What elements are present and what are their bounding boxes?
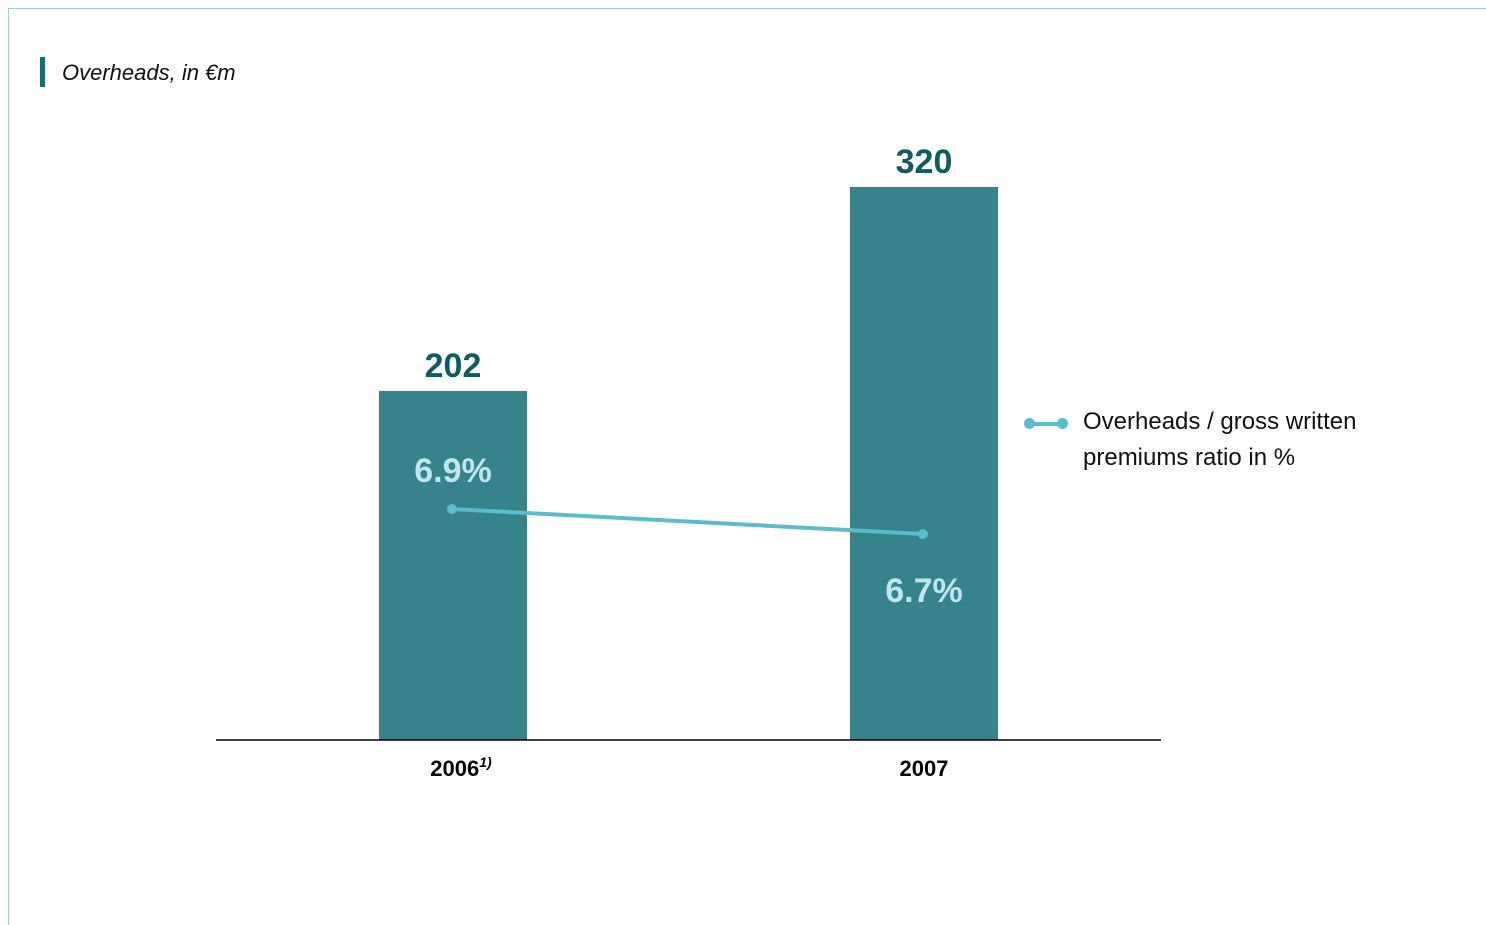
- ratio-series-line: [451, 507, 924, 536]
- title-marker: [40, 57, 45, 87]
- ratio-label-2007: 6.7%: [885, 572, 963, 610]
- ratio-point-2006: [447, 504, 457, 514]
- bar-value-label-2006: 202: [425, 347, 482, 385]
- legend-line-marker-icon: [1024, 418, 1068, 430]
- x-tick-label-2007: 2007: [900, 756, 949, 781]
- frame-top-border: [8, 8, 1486, 9]
- bar-2006: [379, 390, 527, 740]
- ratio-label-2006: 6.9%: [414, 452, 492, 490]
- bar-value-label-2007: 320: [896, 143, 953, 181]
- ratio-point-2007: [918, 529, 928, 539]
- frame-left-border: [8, 8, 9, 925]
- footnote-marker: 1): [479, 754, 492, 770]
- legend-label: Overheads / gross written premiums ratio…: [1083, 408, 1357, 471]
- x-tick-label-2006: 20061): [430, 754, 492, 781]
- chart-title: Overheads, in €m: [62, 60, 236, 85]
- bar-2007: [850, 187, 998, 740]
